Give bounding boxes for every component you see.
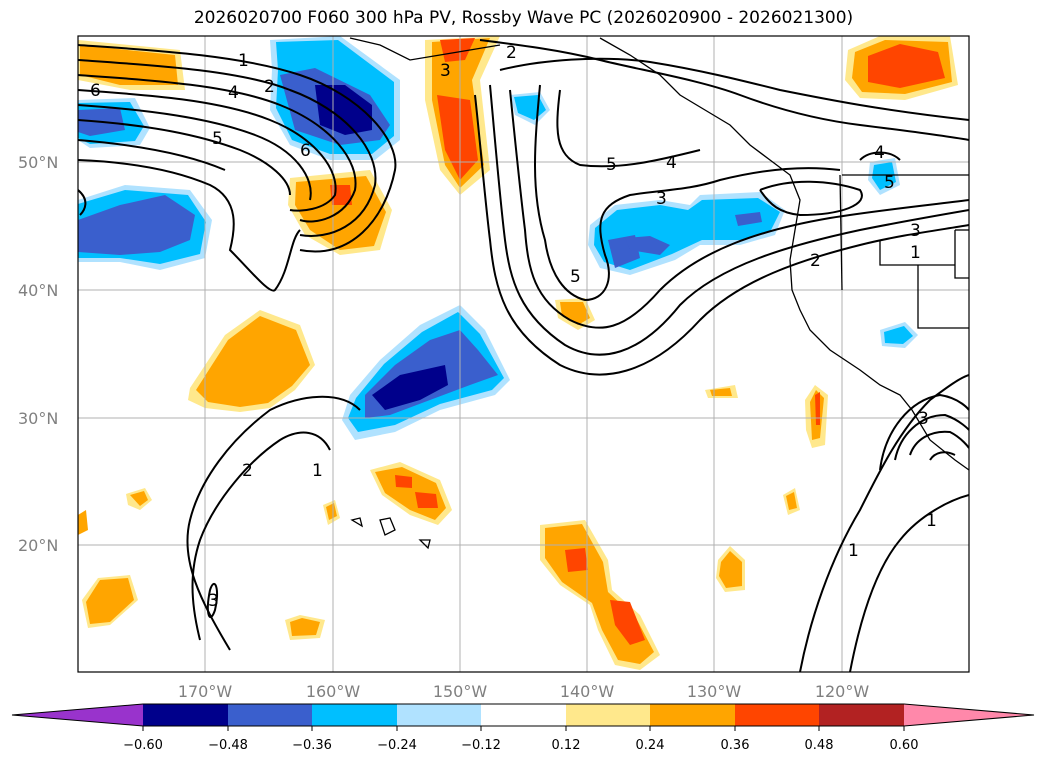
colorbar-segment <box>228 704 312 726</box>
lon-label: 160°W <box>306 682 361 701</box>
contour-label: 1 <box>238 51 249 71</box>
contour-label: 2 <box>264 77 275 97</box>
colorbar-tick-label: 0.60 <box>890 738 919 753</box>
lat-label: 40°N <box>18 281 58 300</box>
contour-label: 1 <box>312 461 323 481</box>
colorbar-segment <box>819 704 904 726</box>
colorbar-segment <box>143 704 228 726</box>
colorbar-segment <box>481 704 566 726</box>
lon-label: 170°W <box>178 682 233 701</box>
lon-label: 120°W <box>815 682 870 701</box>
lat-label: 30°N <box>18 409 58 428</box>
latitude-labels: 50°N 40°N 30°N 20°N <box>18 153 58 555</box>
colorbar-tick-label: 0.12 <box>552 738 581 753</box>
colorbar-tick-label: 0.24 <box>636 738 665 753</box>
contour-label: 4 <box>874 143 885 163</box>
lat-label: 50°N <box>18 153 58 172</box>
lon-label: 140°W <box>560 682 615 701</box>
colorbar-segment <box>397 704 481 726</box>
contour-label: 2 <box>242 461 253 481</box>
coastlines <box>349 37 969 550</box>
contour-label: 2 <box>506 43 517 63</box>
map-title: 2026020700 F060 300 hPa PV, Rossby Wave … <box>193 8 854 28</box>
colorbar-tick-label: −0.36 <box>292 738 332 753</box>
contour-label: 3 <box>208 591 219 611</box>
contour-label: 1 <box>926 511 937 531</box>
colorbar-tick-label: 0.48 <box>805 738 834 753</box>
colorbar-tick-label: −0.24 <box>377 738 417 753</box>
lat-label: 20°N <box>18 536 58 555</box>
contour-label: 2 <box>810 251 821 271</box>
lon-label: 130°W <box>687 682 742 701</box>
contour-label: 5 <box>606 155 617 175</box>
colorbar-tick-label: −0.12 <box>461 738 501 753</box>
contour-label: 1 <box>910 243 921 263</box>
contour-label: 1 <box>848 541 859 561</box>
contour-label: 6 <box>90 81 101 101</box>
graticule <box>78 36 969 672</box>
contour-label: 3 <box>910 221 921 241</box>
colorbar-low-extend <box>12 704 143 726</box>
colorbar-segment <box>566 704 650 726</box>
wave-contours <box>78 39 969 672</box>
contour-label: 5 <box>570 267 581 287</box>
contour-label: 4 <box>666 153 677 173</box>
contour-label: 5 <box>212 129 223 149</box>
colorbar-segment <box>735 704 819 726</box>
colorbar-high-extend <box>904 704 1034 726</box>
contour-label: 3 <box>656 189 667 209</box>
plot-frame <box>77 35 970 673</box>
contour-label: 3 <box>440 61 451 81</box>
colorbar-tick-label: −0.60 <box>123 738 163 753</box>
contour-labels: 1 2 4 6 5 6 3 2 5 4 3 5 4 5 3 2 1 2 1 3 … <box>90 43 937 611</box>
colorbar-tick-label: 0.36 <box>721 738 750 753</box>
colorbar-segment <box>312 704 397 726</box>
colorbar-segment <box>650 704 735 726</box>
contour-label: 5 <box>884 173 895 193</box>
filled-anomalies <box>78 36 969 672</box>
contour-label: 4 <box>228 83 239 103</box>
longitude-labels: 170°W 160°W 150°W 140°W 130°W 120°W <box>178 682 870 701</box>
colorbar: −0.60 −0.48 −0.36 −0.24 −0.12 0.12 0.24 … <box>11 703 1035 753</box>
colorbar-tick-label: −0.48 <box>208 738 248 753</box>
contour-label: 6 <box>300 141 311 161</box>
contour-label: 3 <box>918 409 929 429</box>
lon-label: 150°W <box>433 682 488 701</box>
